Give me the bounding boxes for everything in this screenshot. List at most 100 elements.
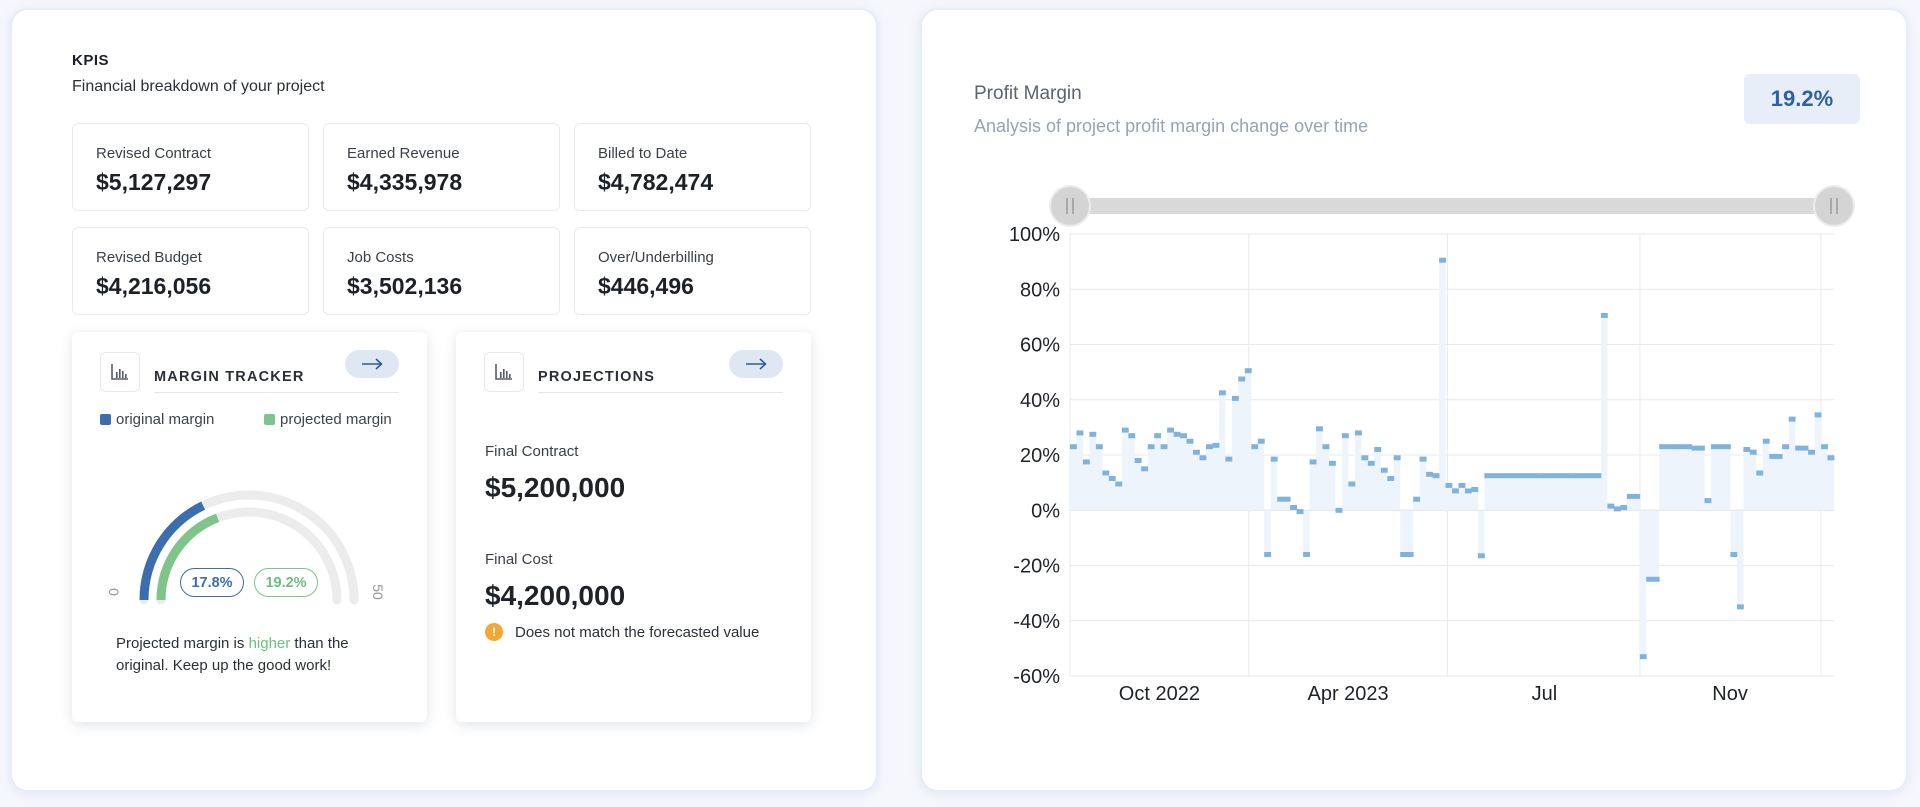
final-cost-label: Final Cost — [485, 551, 553, 568]
final-contract-value: $5,200,000 — [485, 472, 626, 503]
kpi-card-job-costs: Job Costs $3,502,136 — [323, 227, 560, 315]
kpi-card-over-underbilling: Over/Underbilling $446,496 — [574, 227, 811, 315]
gauge-min-label: 0 — [105, 588, 122, 596]
data-step — [1419, 456, 1427, 462]
warning-icon: ! — [485, 623, 503, 641]
kpi-label: Revised Contract — [96, 145, 212, 162]
data-step — [1393, 455, 1401, 461]
data-step — [1458, 482, 1466, 488]
data-step — [1141, 466, 1149, 472]
data-step — [1827, 455, 1835, 461]
data-step — [1322, 444, 1330, 450]
data-step — [1575, 473, 1582, 479]
projections-arrow-button[interactable] — [729, 350, 783, 378]
kpis-title: KPIS — [72, 52, 110, 69]
data-step — [1206, 444, 1213, 450]
data-step — [1102, 470, 1110, 476]
margin-tracker-title: MARGIN TRACKER — [154, 369, 305, 385]
data-step — [1723, 444, 1731, 450]
data-step — [1251, 444, 1259, 450]
y-tick-label: 60% — [1020, 335, 1060, 357]
data-step — [1445, 482, 1453, 488]
data-step — [1730, 552, 1738, 557]
data-step — [1426, 471, 1433, 477]
data-step — [1277, 496, 1285, 502]
range-slider-start-handle[interactable] — [1049, 185, 1091, 227]
projected-margin-pill: 19.2% — [254, 568, 318, 597]
profit-margin-subtitle: Analysis of project profit margin change… — [974, 116, 1369, 136]
data-step — [1555, 473, 1563, 479]
data-step — [1756, 470, 1764, 476]
data-step — [1607, 503, 1615, 509]
data-step — [1497, 473, 1505, 479]
projections-title: PROJECTIONS — [538, 369, 656, 385]
data-step — [1193, 449, 1200, 455]
data-step — [1503, 473, 1511, 479]
y-tick-label: -20% — [1013, 556, 1060, 578]
data-step — [1717, 444, 1725, 450]
x-tick-label: Jul — [1532, 683, 1558, 705]
data-step — [1639, 654, 1647, 660]
data-step — [1180, 433, 1187, 439]
data-step — [1173, 431, 1181, 437]
data-step — [1821, 444, 1828, 450]
kpi-label: Billed to Date — [598, 145, 688, 162]
margin-tracker-arrow-button[interactable] — [345, 350, 399, 378]
kpi-label: Job Costs — [347, 249, 414, 266]
data-step — [1659, 444, 1667, 450]
data-step — [1626, 493, 1634, 499]
kpi-value: $5,127,297 — [96, 169, 212, 195]
data-step — [1316, 426, 1323, 432]
legend-swatch-projected — [264, 414, 275, 425]
original-margin-pill: 17.8% — [180, 568, 244, 597]
legend-label: projected margin — [280, 411, 392, 428]
data-step — [1186, 438, 1194, 444]
y-tick-label: 0% — [1031, 500, 1060, 522]
data-step — [1341, 433, 1349, 439]
data-step — [1536, 473, 1544, 479]
margin-gauge — [139, 490, 359, 605]
forecast-warning: ! Does not match the forecasted value — [485, 623, 759, 641]
profit-margin-badge: 19.2% — [1744, 74, 1860, 124]
data-step — [1490, 473, 1498, 479]
data-step — [1128, 433, 1136, 439]
gauge-max-label: 50 — [369, 584, 386, 600]
range-slider-end-handle[interactable] — [1813, 185, 1855, 227]
bar-chart-icon — [484, 352, 524, 392]
kpi-value: $4,335,978 — [347, 169, 463, 195]
data-step — [1134, 458, 1142, 463]
data-step — [1594, 473, 1602, 479]
warning-text: Does not match the forecasted value — [515, 623, 760, 641]
data-step — [1484, 473, 1492, 479]
data-step — [1121, 427, 1129, 433]
data-step — [1167, 427, 1174, 433]
data-step — [1354, 430, 1362, 436]
message-suffix: than the original. Keep up the good work… — [116, 635, 349, 674]
kpis-subtitle: Financial breakdown of your project — [72, 78, 325, 95]
legend-swatch-original — [100, 414, 111, 425]
data-step — [1529, 473, 1537, 479]
y-tick-label: 40% — [1020, 390, 1060, 412]
gauge-projected-arc — [156, 513, 220, 601]
data-step — [1588, 473, 1595, 479]
range-slider-track — [1070, 198, 1834, 214]
data-step — [1562, 473, 1569, 479]
data-step — [1238, 376, 1246, 382]
arrow-right-icon — [362, 358, 383, 370]
kpi-value: $4,216,056 — [96, 273, 212, 299]
margin-message: Projected margin is higher than the orig… — [116, 633, 386, 677]
data-step — [1685, 444, 1692, 450]
kpi-value: $3,502,136 — [347, 273, 463, 299]
data-step — [1762, 438, 1770, 444]
data-step — [1264, 552, 1272, 557]
data-step — [1549, 473, 1556, 479]
data-step — [1076, 430, 1084, 436]
data-step — [1290, 505, 1297, 510]
data-step — [1646, 576, 1654, 582]
arrow-right-icon — [746, 358, 767, 370]
data-step — [1380, 467, 1388, 473]
data-step — [1309, 459, 1317, 465]
legend-original: original margin — [100, 411, 214, 428]
data-step — [1387, 476, 1395, 481]
data-step — [1283, 496, 1291, 502]
